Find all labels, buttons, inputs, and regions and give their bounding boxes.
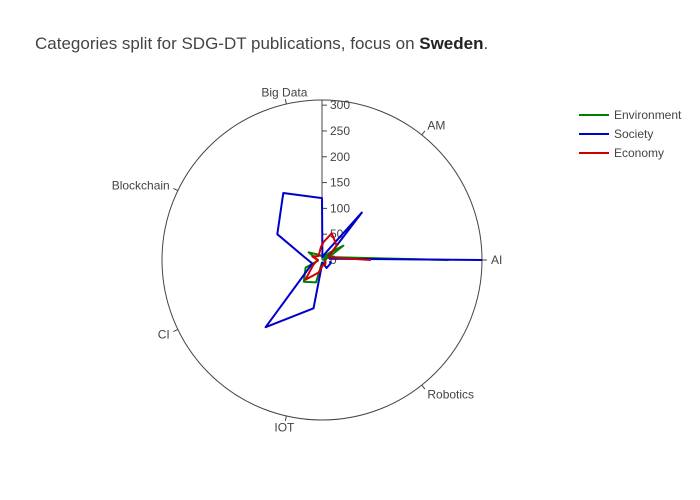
legend-item-society[interactable]: Society — [579, 127, 653, 141]
radial-tick-label: 100 — [330, 201, 350, 215]
legend-label: Economy — [614, 146, 664, 160]
legend-label: Environment — [614, 108, 682, 122]
radial-tick-label: 200 — [330, 150, 350, 164]
radial-tick-label: 300 — [330, 98, 350, 112]
radial-tick-label: 150 — [330, 176, 350, 190]
series-lines — [264, 192, 483, 329]
chart-title: Categories split for SDG-DT publications… — [35, 34, 488, 54]
legend[interactable]: Environment Society Economy — [579, 108, 682, 160]
angular-tick — [173, 187, 179, 192]
angular-tick — [284, 415, 287, 421]
angular-tick — [284, 99, 287, 105]
radial-tick-label: 250 — [330, 124, 350, 138]
category-label: AM — [427, 119, 445, 133]
series-line-economy — [304, 232, 372, 281]
chart-title-emphasis: Sweden — [419, 34, 484, 53]
radial-tick-label: 0 — [330, 253, 337, 267]
angular-tick — [421, 384, 426, 390]
category-label: AI — [491, 253, 502, 267]
legend-label: Society — [614, 127, 653, 141]
angular-tick — [173, 328, 179, 333]
chart-title-suffix: . — [483, 34, 489, 53]
angular-tick — [421, 130, 426, 136]
category-label: IOT — [274, 421, 295, 435]
series-line-society — [264, 192, 483, 329]
chart-title-prefix: Categories split for SDG-DT publications… — [35, 34, 420, 53]
legend-item-economy[interactable]: Economy — [579, 146, 664, 160]
category-label: Blockchain — [112, 178, 170, 192]
category-label: Big Data — [261, 85, 307, 99]
category-label: Robotics — [427, 387, 474, 401]
legend-item-environment[interactable]: Environment — [579, 108, 682, 122]
category-label: CI — [158, 328, 170, 342]
